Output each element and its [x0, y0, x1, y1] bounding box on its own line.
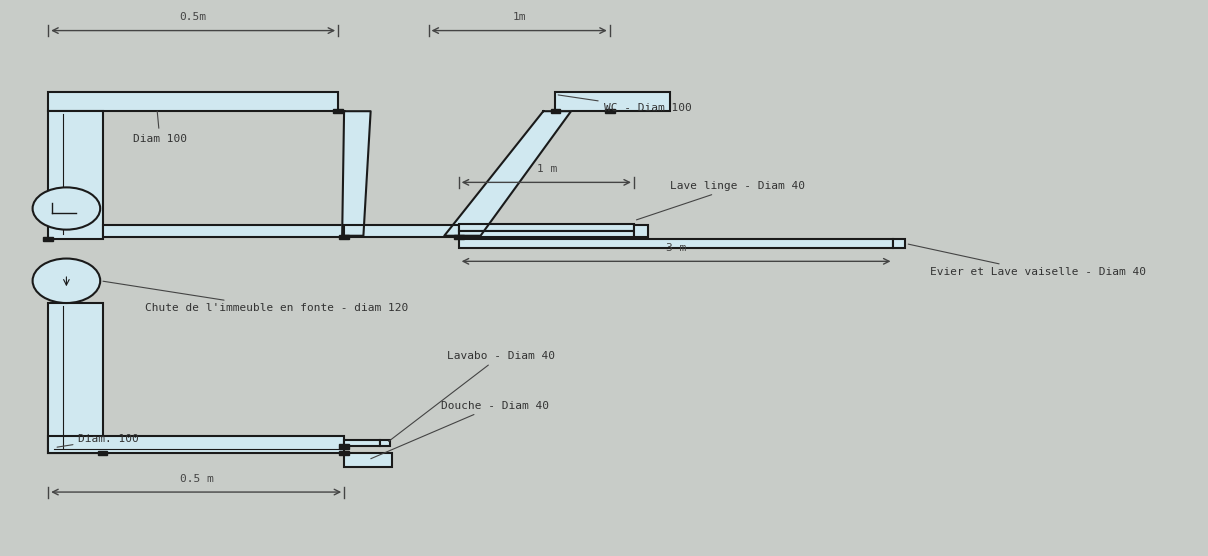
FancyBboxPatch shape [48, 303, 103, 453]
Text: 0.5m: 0.5m [180, 12, 207, 22]
Bar [339, 444, 349, 449]
Text: Lavabo - Diam 40: Lavabo - Diam 40 [389, 351, 554, 441]
Text: WC - Diam 100: WC - Diam 100 [558, 95, 691, 113]
Text: 1m: 1m [512, 12, 525, 22]
Ellipse shape [33, 187, 100, 230]
Text: Lave linge - Diam 40: Lave linge - Diam 40 [637, 181, 805, 220]
Polygon shape [445, 111, 571, 236]
FancyBboxPatch shape [556, 92, 670, 111]
FancyBboxPatch shape [344, 225, 459, 237]
Bar [381, 440, 390, 446]
Bar [333, 109, 343, 113]
Text: 1 m: 1 m [536, 164, 557, 174]
Text: Evier et Lave vaiselle - Diam 40: Evier et Lave vaiselle - Diam 40 [908, 244, 1145, 277]
Bar [339, 451, 349, 455]
Bar [339, 235, 349, 239]
FancyBboxPatch shape [894, 239, 906, 248]
FancyBboxPatch shape [459, 231, 634, 237]
Text: Chute de l'immeuble en fonte - diam 120: Chute de l'immeuble en fonte - diam 120 [103, 281, 408, 314]
FancyBboxPatch shape [344, 440, 381, 446]
FancyBboxPatch shape [634, 225, 649, 237]
Bar [43, 237, 53, 241]
Bar [605, 109, 615, 113]
Bar [98, 451, 108, 455]
Polygon shape [342, 111, 371, 236]
FancyBboxPatch shape [103, 225, 344, 237]
FancyBboxPatch shape [48, 92, 338, 111]
Text: Diam. 100: Diam. 100 [57, 434, 139, 447]
FancyBboxPatch shape [459, 224, 634, 231]
Text: 3 m: 3 m [666, 243, 686, 253]
Ellipse shape [33, 259, 100, 303]
Bar [454, 235, 464, 239]
Text: Douche - Diam 40: Douche - Diam 40 [371, 401, 548, 459]
Bar [551, 109, 561, 113]
FancyBboxPatch shape [344, 453, 393, 467]
Text: 0.5 m: 0.5 m [180, 474, 214, 484]
FancyBboxPatch shape [48, 111, 103, 239]
FancyBboxPatch shape [459, 239, 894, 248]
Text: Diam 100: Diam 100 [133, 111, 187, 144]
FancyBboxPatch shape [48, 436, 344, 453]
